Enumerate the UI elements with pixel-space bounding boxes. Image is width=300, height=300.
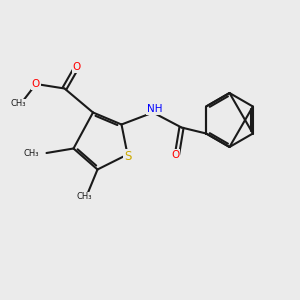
Text: CH₃: CH₃ (10, 99, 26, 108)
Text: N: N (151, 104, 158, 115)
Text: CH₃: CH₃ (76, 192, 92, 201)
Text: O: O (32, 79, 40, 89)
Text: NH: NH (147, 104, 162, 115)
Text: O: O (72, 62, 81, 73)
Text: CH₃: CH₃ (23, 148, 39, 158)
Text: S: S (124, 149, 131, 163)
Text: O: O (171, 149, 180, 160)
